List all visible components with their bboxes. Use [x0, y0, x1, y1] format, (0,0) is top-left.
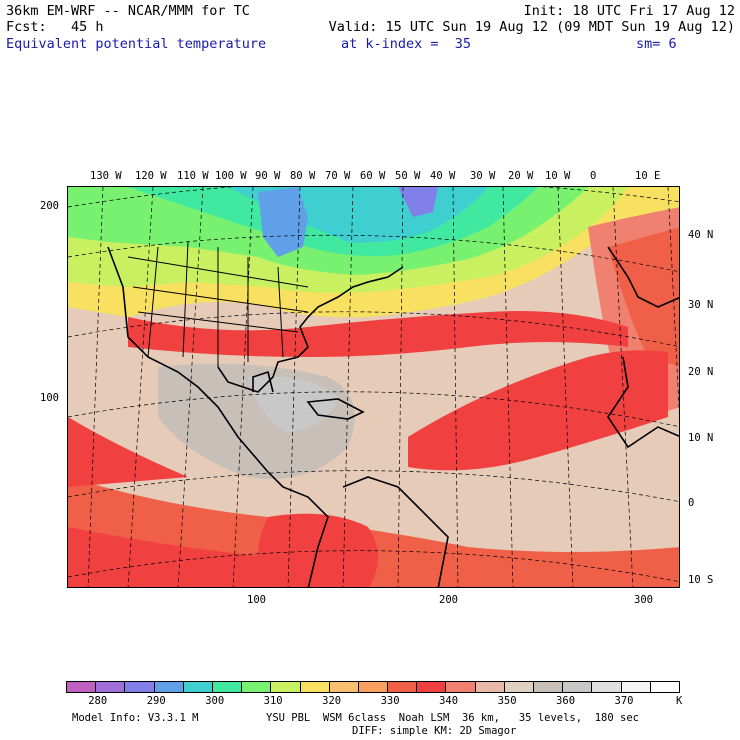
longitude-label: 90 W [255, 170, 281, 182]
colorbar-swatch [242, 682, 272, 692]
longitude-label: 10 W [545, 170, 571, 182]
colorbar-label: 300 [205, 695, 225, 707]
latitude-label: 30 N [688, 299, 714, 311]
colorbar-label: 310 [263, 695, 283, 707]
valid-time: Valid: 15 UTC Sun 19 Aug 12 (09 MDT Sun … [328, 19, 735, 35]
field-name: Equivalent potential temperature [6, 36, 267, 52]
colorbar-swatch [563, 682, 593, 692]
longitude-label: 50 W [395, 170, 421, 182]
grid-x-label: 300 [634, 594, 653, 606]
forecast-hour: Fcst: 45 h [6, 19, 104, 35]
smoothing-info: sm= 6 [636, 36, 677, 52]
colorbar-swatch [300, 682, 330, 692]
colorbar-swatch [96, 682, 126, 692]
colorbar-swatch [475, 682, 505, 692]
longitude-label: 80 W [290, 170, 316, 182]
colorbar-swatch [650, 682, 679, 692]
longitude-label: 70 W [325, 170, 351, 182]
colorbar-swatch [417, 682, 447, 692]
colorbar-label: 280 [88, 695, 108, 707]
colorbar-label: 290 [146, 695, 166, 707]
physics-info: YSU PBL WSM 6class Noah LSM 36 km, 35 le… [266, 712, 639, 724]
longitude-label: 30 W [470, 170, 496, 182]
colorbar-swatch [212, 682, 243, 692]
theta-e-map [67, 186, 680, 588]
longitude-label: 110 W [177, 170, 209, 182]
colorbar-label: 350 [497, 695, 517, 707]
colorbar-swatch [271, 682, 301, 692]
latitude-label: 20 N [688, 366, 714, 378]
colorbar-label: 370 [614, 695, 634, 707]
grid-y-label: 100 [40, 392, 59, 404]
colorbar-label: 360 [556, 695, 576, 707]
colorbar-label: 320 [322, 695, 342, 707]
model-info: Model Info: V3.3.1 M [72, 712, 199, 724]
latitude-label: 10 N [688, 432, 714, 444]
grid-x-label: 200 [439, 594, 458, 606]
colorbar-label: 340 [439, 695, 459, 707]
colorbar-swatch [67, 682, 97, 692]
colorbar-swatch [534, 682, 564, 692]
colorbar-swatch [621, 682, 651, 692]
longitude-label: 40 W [430, 170, 456, 182]
longitude-label: 10 E [635, 170, 661, 182]
longitude-label: 100 W [215, 170, 247, 182]
colorbar-swatch [592, 682, 622, 692]
longitude-label: 20 W [508, 170, 534, 182]
colorbar-swatch [504, 682, 534, 692]
latitude-label: 40 N [688, 229, 714, 241]
colorbar-swatch [446, 682, 476, 692]
longitude-label: 0 [590, 170, 597, 182]
longitude-label: 60 W [360, 170, 386, 182]
grid-x-label: 100 [247, 594, 266, 606]
init-time: Init: 18 UTC Fri 17 Aug 12 [523, 3, 735, 19]
colorbar-label: 330 [380, 695, 400, 707]
colorbar-swatch [154, 682, 184, 692]
colorbar-swatch [125, 682, 155, 692]
latitude-label: 0 [688, 497, 695, 509]
colorbar-swatch [183, 682, 213, 692]
longitude-label: 130 W [90, 170, 122, 182]
model-title: 36km EM-WRF -- NCAR/MMM for TC [6, 3, 250, 19]
colorbar-swatch [388, 682, 418, 692]
level-info: at k-index = 35 [341, 36, 472, 52]
longitude-label: 120 W [135, 170, 167, 182]
colorbar [66, 681, 680, 693]
colorbar-unit: K [676, 695, 683, 707]
latitude-label: 10 S [688, 574, 714, 586]
colorbar-swatch [329, 682, 359, 692]
diffusion-info: DIFF: simple KM: 2D Smagor [352, 725, 517, 737]
colorbar-swatch [358, 682, 389, 692]
grid-y-label: 200 [40, 200, 59, 212]
